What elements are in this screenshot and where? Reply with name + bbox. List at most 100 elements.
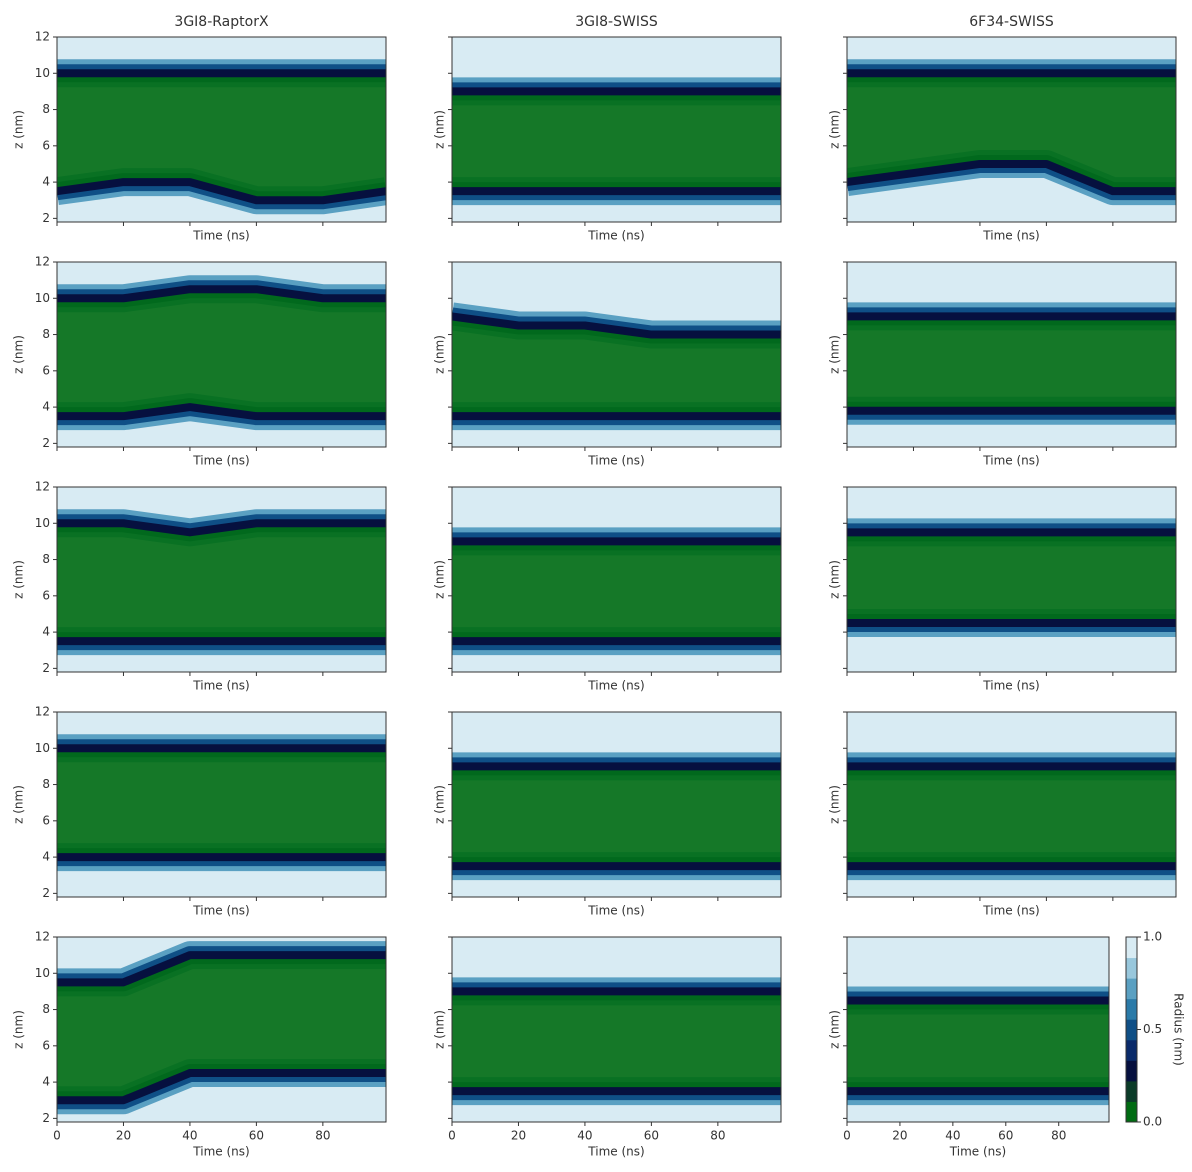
axes-frame <box>846 261 1177 448</box>
plot-area <box>452 487 781 672</box>
y-tick-label: 12 <box>35 255 50 269</box>
x-axis-label: Time (ns) <box>192 229 249 243</box>
plot-area <box>847 262 1176 447</box>
y-tick-label: 10 <box>35 66 50 80</box>
y-axis-label: z (nm) <box>12 335 26 374</box>
pore-area <box>452 991 781 1092</box>
y-tick-label: 6 <box>42 363 50 377</box>
axes-frame <box>56 486 387 673</box>
plot-area <box>847 712 1176 897</box>
panel: Time (ns) z (nm) <box>828 711 1177 918</box>
plot-area <box>847 487 1176 672</box>
panel: 0 20 40 60 80 Time (ns) z (nm) <box>433 936 782 1159</box>
x-axis-label: Time (ns) <box>192 679 249 693</box>
x-tick-label: 40 <box>577 1129 592 1143</box>
y-tick-label: 2 <box>42 1111 50 1125</box>
x-tick-label: 0 <box>843 1129 851 1143</box>
panel-title: 3GI8-SWISS <box>575 14 658 30</box>
x-axis-label: Time (ns) <box>982 904 1039 918</box>
plot-area <box>847 37 1176 222</box>
y-tick-label: 4 <box>42 175 50 189</box>
plot-area <box>452 712 781 897</box>
y-tick-label: 10 <box>35 291 50 305</box>
plot-area <box>57 712 386 897</box>
y-tick-label: 6 <box>42 588 50 602</box>
pore-area <box>847 316 1176 411</box>
y-tick-label: 2 <box>42 661 50 675</box>
axes-frame <box>451 261 782 448</box>
plot-area <box>57 37 386 222</box>
x-axis-label: Time (ns) <box>587 229 644 243</box>
y-tick-label: 12 <box>35 480 50 494</box>
colorbar-level <box>1126 1039 1137 1061</box>
y-tick-label: 12 <box>35 705 50 719</box>
panel-title: 3GI8-RaptorX <box>174 14 269 30</box>
panel: Time (ns) z (nm) <box>433 486 782 693</box>
pore-area <box>452 91 781 192</box>
x-tick-label: 0 <box>53 1129 61 1143</box>
pore-area <box>57 523 386 642</box>
y-axis-label: z (nm) <box>828 1010 842 1049</box>
plot-area <box>57 262 386 447</box>
x-axis-label: Time (ns) <box>192 454 249 468</box>
axes-frame <box>56 936 387 1123</box>
y-axis-label: z (nm) <box>12 785 26 824</box>
colorbar-level <box>1126 998 1137 1020</box>
plot-area <box>452 37 781 222</box>
x-axis-label: Time (ns) <box>587 904 644 918</box>
x-axis-label: Time (ns) <box>587 454 644 468</box>
inner-band <box>57 285 386 303</box>
x-tick-label: 20 <box>116 1129 131 1143</box>
x-tick-label: 60 <box>249 1129 264 1143</box>
axes-frame <box>846 486 1177 673</box>
colorbar-level <box>1126 1060 1137 1082</box>
panel: Time (ns) z (nm) <box>828 486 1177 693</box>
axes-frame <box>451 36 782 223</box>
inner-band <box>57 403 386 421</box>
plot-area <box>452 262 781 447</box>
plot-area <box>847 937 1109 1122</box>
pore-area <box>57 955 386 1101</box>
x-axis-label: Time (ns) <box>192 1145 249 1159</box>
x-tick-label: 40 <box>945 1129 960 1143</box>
panel: 2 4 6 8 10 12 0 20 40 60 80 Time (ns) z (nm) <box>12 930 387 1159</box>
y-tick-label: 10 <box>35 741 50 755</box>
y-tick-label: 6 <box>42 813 50 827</box>
y-tick-label: 2 <box>42 436 50 450</box>
x-axis-label: Time (ns) <box>982 679 1039 693</box>
pore-area <box>847 766 1176 867</box>
x-tick-label: 0 <box>448 1129 456 1143</box>
x-tick-label: 60 <box>644 1129 659 1143</box>
axes-frame <box>451 486 782 673</box>
x-tick-label: 80 <box>315 1129 330 1143</box>
panel: Time (ns) z (nm) <box>828 261 1177 468</box>
panel: Time (ns) z (nm) <box>433 711 782 918</box>
y-axis-label: z (nm) <box>433 560 447 599</box>
y-axis-label: z (nm) <box>12 1010 26 1049</box>
x-axis-label: Time (ns) <box>587 679 644 693</box>
y-tick-label: 4 <box>42 1075 50 1089</box>
y-tick-label: 6 <box>42 138 50 152</box>
pore-area <box>452 316 781 417</box>
x-axis-label: Time (ns) <box>982 454 1039 468</box>
axes-frame <box>451 936 782 1123</box>
y-axis-label: z (nm) <box>12 560 26 599</box>
x-axis-label: Time (ns) <box>192 904 249 918</box>
y-axis-label: z (nm) <box>828 110 842 149</box>
x-tick-label: 20 <box>511 1129 526 1143</box>
colorbar-tick-label: 1.0 <box>1143 930 1162 944</box>
y-axis-label: z (nm) <box>12 110 26 149</box>
colorbar-level <box>1126 1019 1137 1041</box>
panel: 2 4 6 8 10 12 Time (ns) z (nm) <box>12 480 387 693</box>
x-tick-label: 20 <box>892 1129 907 1143</box>
y-axis-label: z (nm) <box>433 335 447 374</box>
x-tick-label: 80 <box>710 1129 725 1143</box>
y-tick-label: 8 <box>42 777 50 791</box>
y-tick-label: 6 <box>42 1038 50 1052</box>
pore-area <box>57 73 386 201</box>
y-axis-label: z (nm) <box>433 1010 447 1049</box>
axes-frame <box>56 36 387 223</box>
pore-area <box>57 289 386 417</box>
panel: Time (ns) z (nm) <box>433 261 782 468</box>
